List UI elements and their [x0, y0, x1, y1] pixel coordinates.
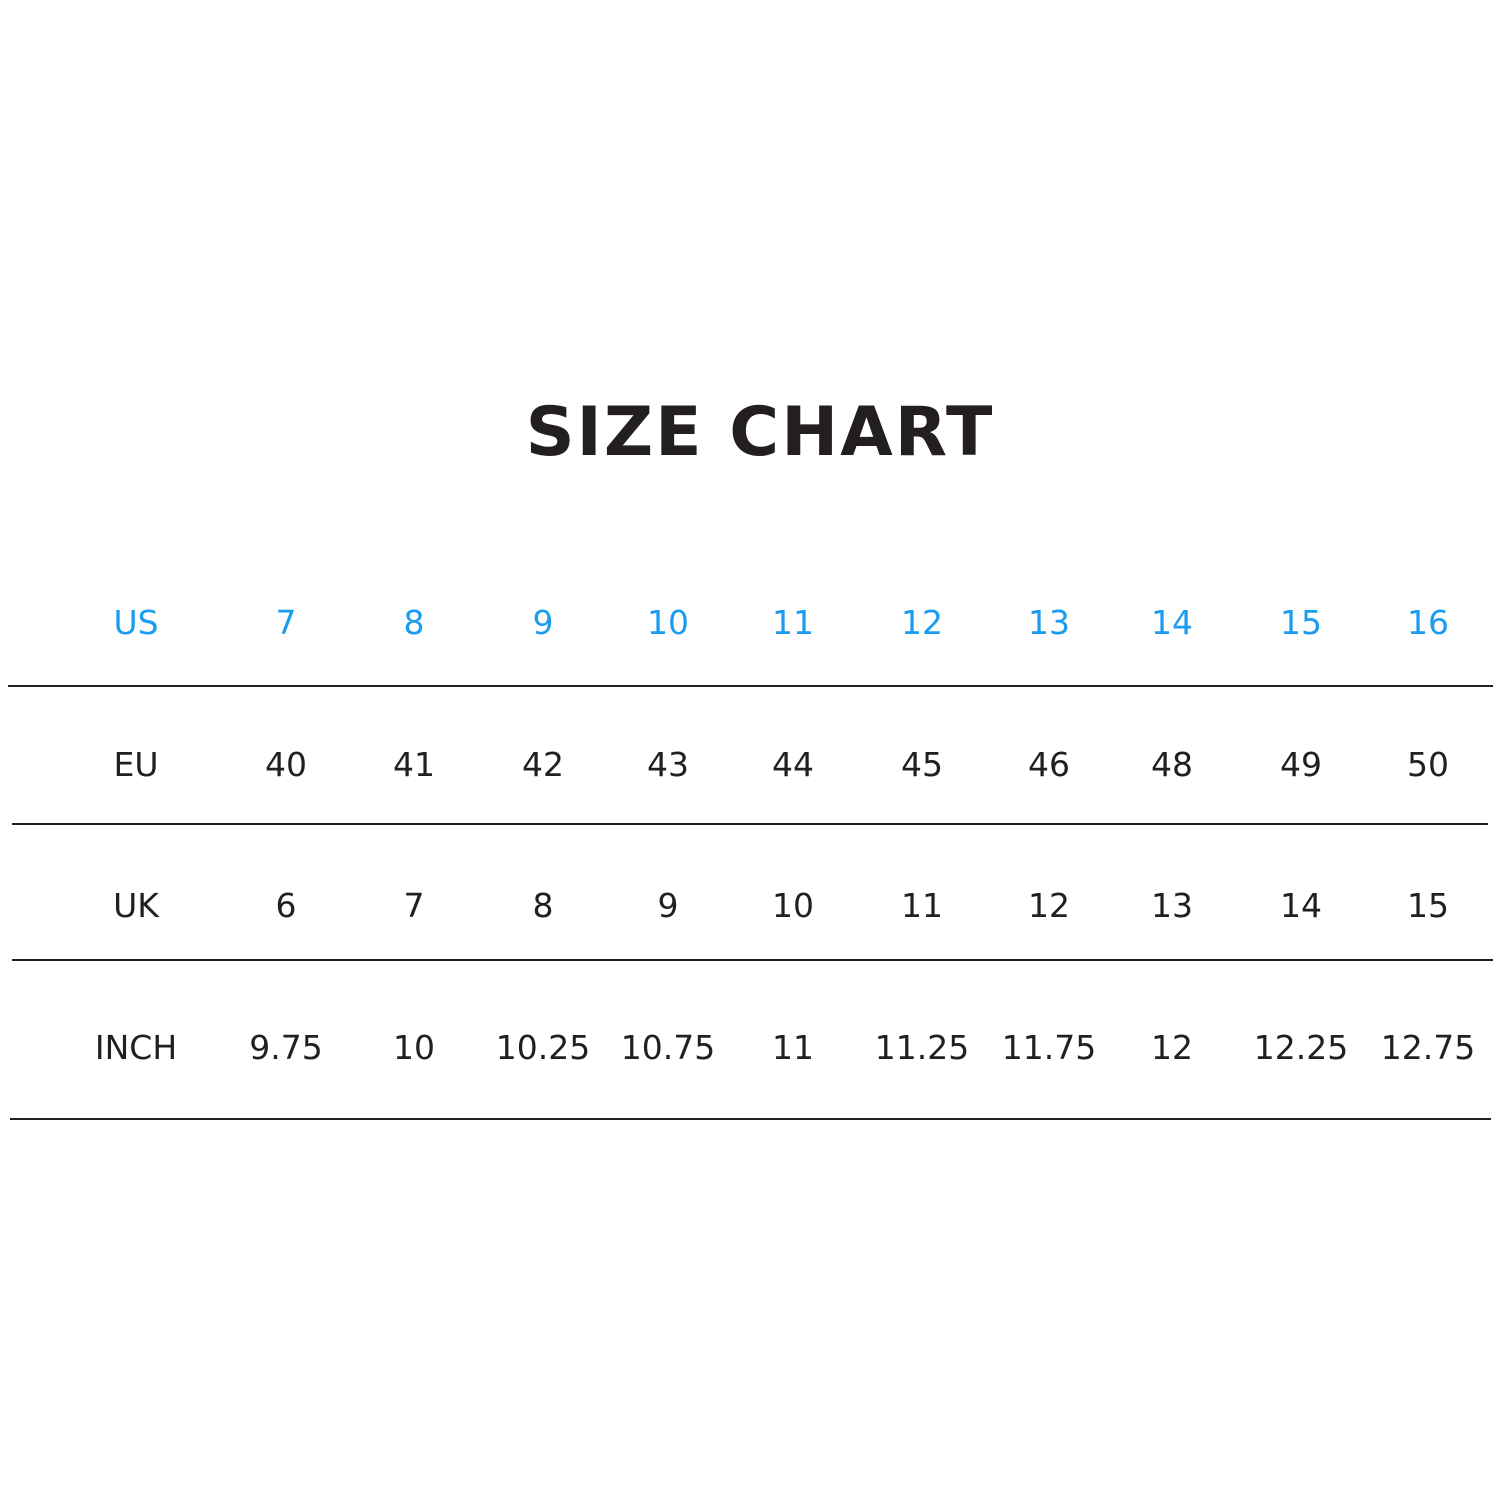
table-cell: 11 [772, 603, 814, 642]
table-cell: 44 [772, 745, 814, 784]
table-cell: 10 [772, 886, 814, 925]
row-label: US [113, 603, 159, 642]
table-cell: 12 [1028, 886, 1070, 925]
table-cell: 13 [1028, 603, 1070, 642]
table-cell: 49 [1280, 745, 1322, 784]
table-cell: 10 [393, 1028, 435, 1067]
table-cell: 6 [275, 886, 297, 925]
table-cell: 15 [1280, 603, 1322, 642]
table-cell: 11 [901, 886, 943, 925]
table-cell: 46 [1028, 745, 1070, 784]
table-cell: 10.25 [495, 1028, 591, 1067]
table-cell: 41 [393, 745, 435, 784]
table-cell: 12.75 [1380, 1028, 1476, 1067]
table-cell: 45 [901, 745, 943, 784]
table-cell: 8 [532, 886, 554, 925]
table-cell: 11.25 [874, 1028, 970, 1067]
table-cell: 9 [532, 603, 554, 642]
table-row-us: US 7 8 9 10 11 12 13 14 15 16 [0, 598, 1500, 648]
table-cell: 10.75 [620, 1028, 716, 1067]
table-cell: 12 [1151, 1028, 1193, 1067]
row-divider [8, 685, 1493, 687]
row-label: INCH [94, 1028, 178, 1067]
table-cell: 12 [901, 603, 943, 642]
table-row-eu: EU 40 41 42 43 44 45 46 48 49 50 [0, 740, 1500, 790]
table-cell: 11 [772, 1028, 814, 1067]
table-cell: 14 [1280, 886, 1322, 925]
table-cell: 9 [657, 886, 679, 925]
row-divider [12, 959, 1493, 961]
table-row-uk: UK 6 7 8 9 10 11 12 13 14 15 [0, 881, 1500, 931]
table-cell: 7 [275, 603, 297, 642]
table-row-inch: INCH 9.75 10 10.25 10.75 11 11.25 11.75 12 12.25 1… [0, 1023, 1500, 1073]
row-label: UK [113, 886, 159, 925]
table-cell: 12.25 [1253, 1028, 1349, 1067]
table-cell: 42 [522, 745, 564, 784]
table-cell: 48 [1151, 745, 1193, 784]
table-cell: 15 [1407, 886, 1449, 925]
table-cell: 8 [403, 603, 425, 642]
table-cell: 11.75 [1001, 1028, 1097, 1067]
table-cell: 9.75 [249, 1028, 323, 1067]
table-cell: 43 [647, 745, 689, 784]
page-title: SIZE CHART [525, 393, 995, 472]
table-cell: 13 [1151, 886, 1193, 925]
row-label: EU [113, 745, 159, 784]
table-cell: 7 [403, 886, 425, 925]
row-divider [12, 823, 1488, 825]
row-divider [10, 1118, 1491, 1120]
table-cell: 14 [1151, 603, 1193, 642]
table-cell: 50 [1407, 745, 1449, 784]
table-cell: 16 [1407, 603, 1449, 642]
table-cell: 40 [265, 745, 307, 784]
table-cell: 10 [647, 603, 689, 642]
